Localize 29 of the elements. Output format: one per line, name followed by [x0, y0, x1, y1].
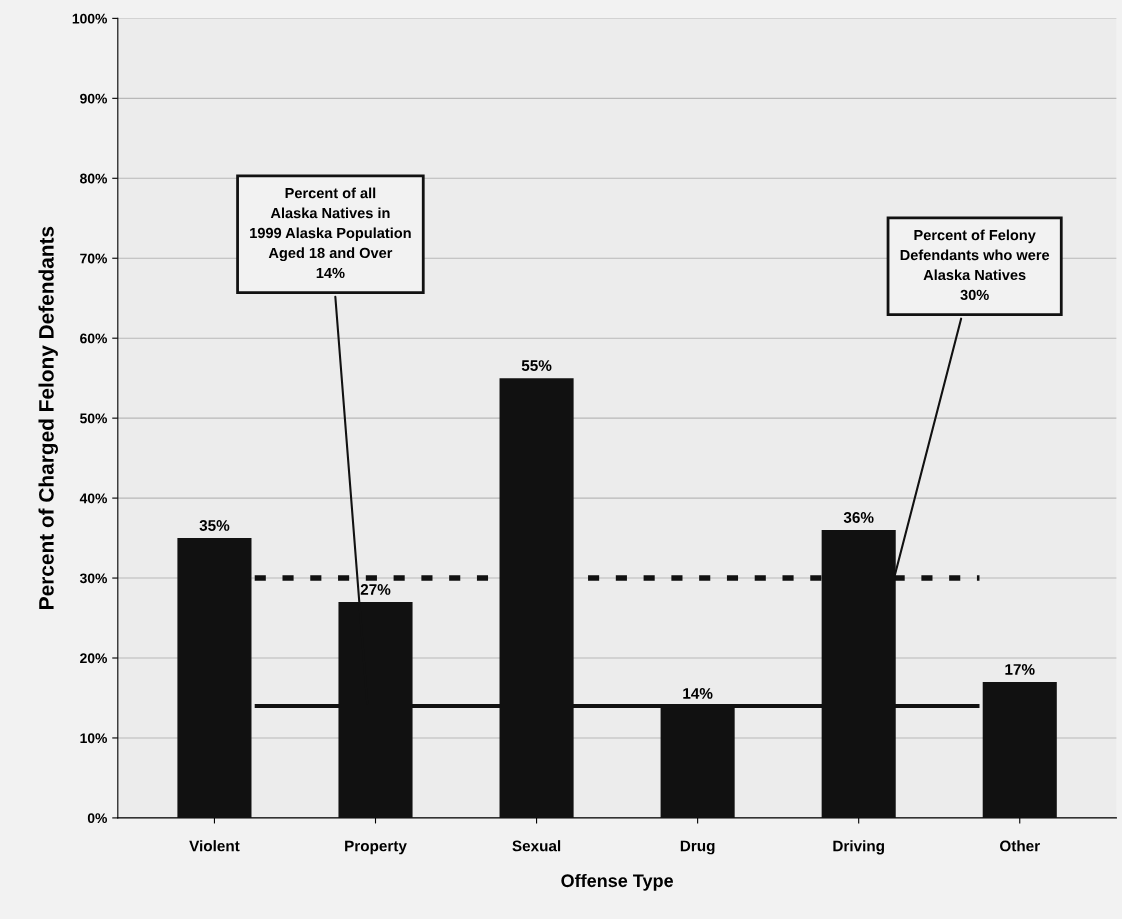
y-tick-label: 100% [72, 13, 108, 24]
y-tick-label: 70% [80, 253, 108, 264]
y-tick-label: 50% [80, 413, 108, 424]
y-tick-label: 10% [80, 733, 108, 744]
data-label: 17% [1005, 664, 1035, 675]
bar [982, 681, 1057, 818]
y-tick-label: 60% [80, 333, 108, 344]
data-label: 35% [199, 520, 230, 531]
x-tick-label: Violent [189, 840, 240, 852]
bar [177, 538, 252, 818]
data-label: 36% [843, 512, 874, 523]
data-label: 27% [360, 584, 391, 595]
ref-line-label: Percent of all Alaska Natives in 1999 Alaska Population Aged 18 and Over 14% [250, 187, 411, 279]
x-tick-label: Property [345, 840, 407, 855]
y-tick-label: 40% [79, 493, 108, 504]
y-tick-label: 20% [80, 653, 108, 664]
x-axis-title: Offense Type [561, 873, 674, 891]
x-tick-label: Sexual [512, 840, 561, 852]
x-tick-label: Driving [833, 840, 884, 855]
data-label: 14% [683, 688, 713, 699]
y-tick-label: 90% [80, 93, 108, 104]
y-tick-label: 30% [79, 573, 108, 584]
data-label: 55% [521, 360, 552, 371]
y-tick-label: 0% [87, 813, 108, 824]
y-tick-label: 80% [80, 173, 108, 184]
x-tick-label: Other [1000, 840, 1040, 852]
ref-line-label: Percent of Felony Defendants who were Alaska Natives 30% [900, 229, 1050, 301]
x-tick-label: Drug [680, 840, 715, 855]
y-axis-title: Percent of Charged Felony Defendants [38, 226, 58, 609]
